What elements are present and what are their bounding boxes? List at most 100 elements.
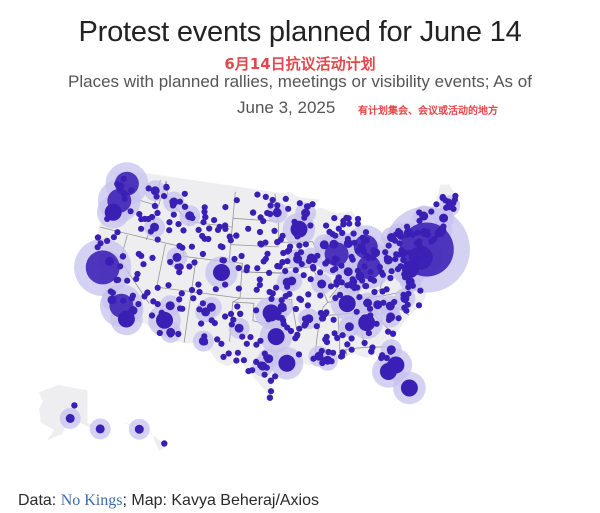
event-marker-small[interactable] [307,222,314,229]
event-marker-small[interactable] [394,266,402,273]
event-marker-small[interactable] [378,354,385,362]
event-marker-small[interactable] [199,232,206,240]
event-marker-small[interactable] [338,262,345,269]
event-marker-small[interactable] [153,193,160,200]
event-marker-small[interactable] [302,320,309,328]
event-marker-small[interactable] [335,225,342,232]
event-marker-small[interactable] [296,325,303,332]
event-marker-small[interactable] [233,197,240,204]
event-marker-small[interactable] [318,347,325,355]
event-marker-small[interactable] [416,209,423,216]
event-marker-small[interactable] [301,214,308,221]
event-marker-small[interactable] [256,228,264,236]
event-marker-small[interactable] [199,250,206,258]
event-marker-small[interactable] [351,239,358,246]
event-marker-small[interactable] [340,221,347,228]
event-marker-small[interactable] [180,227,187,234]
event-marker[interactable]: Lubbock [234,323,244,333]
event-marker-small[interactable] [244,264,251,271]
event-marker-small[interactable] [353,308,360,315]
event-marker-small[interactable] [235,285,242,292]
event-marker[interactable]: Portland ME [439,213,449,223]
event-marker-small[interactable] [190,295,197,302]
event-marker-small[interactable] [417,287,424,294]
event-marker-small[interactable] [414,255,422,262]
event-marker-small[interactable] [331,330,338,337]
event-marker-small[interactable] [400,291,407,298]
event-marker-small[interactable] [292,305,299,313]
event-marker-small[interactable] [439,193,446,201]
event-marker-small[interactable] [133,275,140,282]
event-marker-small[interactable] [300,272,307,279]
event-marker-small[interactable] [166,219,173,226]
event-marker-small[interactable] [354,247,361,254]
event-marker-small[interactable] [106,258,113,265]
event-marker-small[interactable] [397,362,404,369]
event-marker-small[interactable] [218,340,225,347]
event-marker-small[interactable] [231,255,238,263]
event-marker-small[interactable] [120,175,127,182]
event-marker-small[interactable] [156,329,163,337]
event-marker-small[interactable] [176,269,183,276]
event-marker-small[interactable] [273,207,281,214]
event-marker-small[interactable] [323,222,330,229]
event-marker-small[interactable] [109,289,116,296]
event-marker-small[interactable] [305,291,312,298]
event-marker-small[interactable] [359,277,366,284]
event-marker-small[interactable] [189,214,196,222]
event-marker-small[interactable] [147,228,154,235]
event-marker-small[interactable] [165,282,172,289]
event-marker-small[interactable] [114,229,121,236]
event-marker-small[interactable] [257,337,264,344]
event-marker-small[interactable] [330,316,337,323]
event-marker-small[interactable] [120,297,127,304]
event-marker-small[interactable] [214,336,221,343]
event-marker-small[interactable] [216,223,223,230]
event-marker-small[interactable] [279,306,286,313]
event-marker-small[interactable] [240,357,247,364]
event-marker-small[interactable] [284,324,291,331]
event-marker-small[interactable] [365,330,372,337]
event-marker-small[interactable] [199,300,206,307]
event-marker-small[interactable] [253,341,260,348]
event-marker-small[interactable] [332,232,339,239]
event-marker-small[interactable] [188,286,196,294]
event-marker-small[interactable] [360,248,367,255]
event-marker-small[interactable] [220,270,227,277]
event-marker-small[interactable] [275,314,282,321]
event-marker-small[interactable] [440,223,447,230]
event-marker-small[interactable] [188,243,195,250]
event-marker-small[interactable] [403,232,410,239]
event-marker-small[interactable] [201,333,208,340]
event-marker-small[interactable] [367,312,374,319]
event-marker-small[interactable] [267,388,275,395]
event-marker-small[interactable] [332,294,339,302]
event-marker-small[interactable] [151,202,158,210]
event-marker-small[interactable] [445,198,452,205]
event-marker-small[interactable] [348,253,355,260]
event-marker-small[interactable] [258,361,265,368]
event-marker-small[interactable] [266,288,273,296]
event-marker-small[interactable] [186,263,193,270]
event-marker-small[interactable] [356,294,363,301]
event-marker-small[interactable] [335,274,342,282]
event-marker-small[interactable] [222,204,229,211]
event-marker-small[interactable] [206,225,213,232]
event-marker-small[interactable] [269,196,276,204]
event-marker-small[interactable] [154,236,161,243]
event-marker-small[interactable] [362,229,370,236]
event-marker[interactable]: Indianapolis [343,267,353,277]
event-marker[interactable]: Knoxville [363,298,373,308]
event-marker-small[interactable] [402,274,409,281]
event-marker-small[interactable] [385,316,393,323]
event-marker-small[interactable] [388,268,395,275]
event-marker-small[interactable] [413,239,420,247]
event-marker-small[interactable] [443,204,450,211]
event-marker-small[interactable] [266,269,273,276]
event-marker-small[interactable] [354,220,361,227]
event-marker-small[interactable] [379,288,386,295]
event-marker-small[interactable] [169,202,177,209]
event-marker-small[interactable] [317,269,324,276]
event-marker-small[interactable] [141,215,148,222]
event-marker-small[interactable] [393,231,400,238]
